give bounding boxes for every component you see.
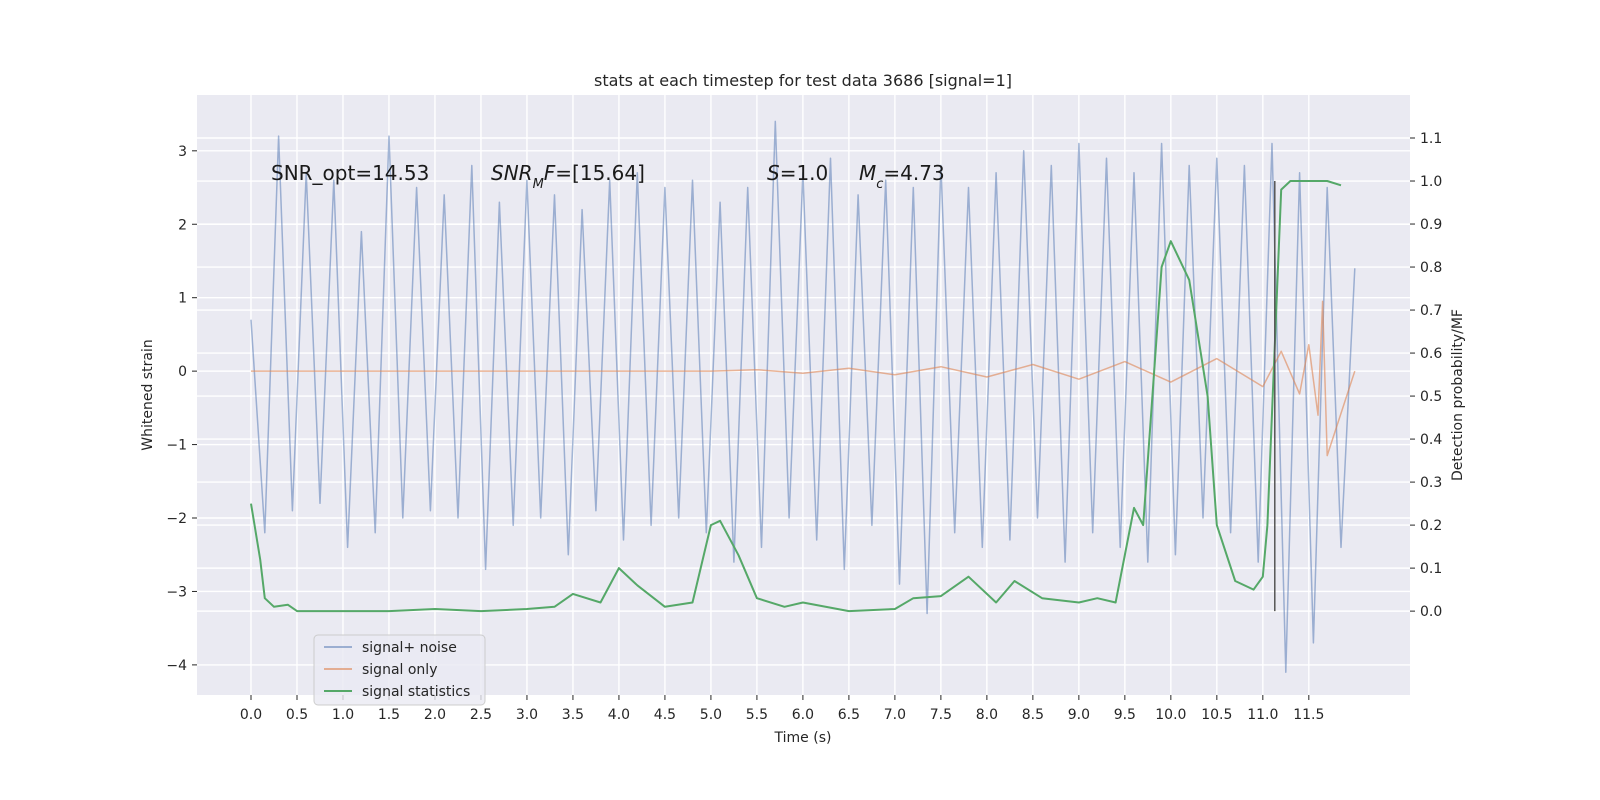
legend-label: signal statistics <box>362 684 470 700</box>
y2-tick-label: 0.2 <box>1420 518 1442 534</box>
y2-axis-label: Detection probability/MF <box>1450 309 1466 481</box>
grid-layer <box>197 95 1410 695</box>
y2-tick-label: 0.6 <box>1420 346 1442 362</box>
legend: signal+ noise signal only signal statistic… <box>313 634 486 706</box>
x-tick-label: 7.5 <box>930 707 952 723</box>
annotation-part: M <box>859 161 876 185</box>
y2-tick-label: 0.8 <box>1420 260 1442 276</box>
x-tick-label: 11.0 <box>1247 707 1278 723</box>
annotation-part: =[15.64] <box>555 161 645 185</box>
y-axis-label: Whitened strain <box>140 339 156 450</box>
y-tick-label: 0 <box>178 364 187 380</box>
x-tick-label: 2.5 <box>470 707 492 723</box>
x-tick-label: 10.5 <box>1201 707 1232 723</box>
x-tick-label: 3.5 <box>562 707 584 723</box>
y2-tick-label: 1.0 <box>1420 174 1442 190</box>
y2-tick-label: 0.0 <box>1420 604 1442 620</box>
x-tick-label: 9.5 <box>1114 707 1136 723</box>
annotation-part: =1.0 <box>780 161 829 185</box>
y-tick-label: 2 <box>178 217 187 233</box>
y-tick-label: −3 <box>166 584 187 600</box>
x-tick-label: 9.0 <box>1068 707 1090 723</box>
x-tick-label: 10.0 <box>1155 707 1186 723</box>
annotation: S=1.0 <box>767 161 828 185</box>
y2-tick-label: 0.1 <box>1420 561 1442 577</box>
x-tick-label: 6.0 <box>792 707 814 723</box>
annotation-part: c <box>876 177 883 192</box>
x-tick-label: 3.0 <box>516 707 538 723</box>
x-tick-label: 4.0 <box>608 707 630 723</box>
x-tick-label: 8.0 <box>976 707 998 723</box>
y-tick-label: −4 <box>166 658 187 674</box>
x-tick-label: 5.5 <box>746 707 768 723</box>
legend-box <box>313 634 486 706</box>
y2-tick-label: 1.1 <box>1420 131 1442 147</box>
y2-tick-label: 0.7 <box>1420 303 1442 319</box>
y2-tick-label: 0.9 <box>1420 217 1442 233</box>
annotation-part: F <box>544 161 556 185</box>
y2-tick-label: 0.5 <box>1420 389 1442 405</box>
y-tick-label: 3 <box>178 144 187 160</box>
x-tick-label: 5.0 <box>700 707 722 723</box>
data-layer <box>250 120 1356 673</box>
y-tick-label: 1 <box>178 291 187 307</box>
annotation-part: M <box>533 177 544 192</box>
chart-title: stats at each timestep for test data 368… <box>594 71 1012 90</box>
series-line <box>250 120 1356 673</box>
x-tick-label: 1.0 <box>332 707 354 723</box>
legend-label: signal+ noise <box>362 640 457 656</box>
x-tick-label: 0.5 <box>286 707 308 723</box>
annotation: SNRMF=[15.64] <box>491 161 645 192</box>
annotation-part: SNR_opt=14.53 <box>271 161 429 185</box>
x-tick-label: 4.5 <box>654 707 676 723</box>
legend-label: signal only <box>362 662 437 678</box>
annotation-part: SNR <box>491 161 533 185</box>
x-axis-label: Time (s) <box>774 730 832 746</box>
x-tick-label: 11.5 <box>1293 707 1324 723</box>
annotation-part: S <box>767 161 780 185</box>
x-tick-label: 8.5 <box>1022 707 1044 723</box>
x-tick-label: 7.0 <box>884 707 906 723</box>
y-tick-label: −2 <box>166 511 187 527</box>
x-tick-label: 2.0 <box>424 707 446 723</box>
y2-tick-label: 0.3 <box>1420 475 1442 491</box>
annotation: Mc=4.73 <box>859 161 945 192</box>
annotation: SNR_opt=14.53 <box>271 161 429 185</box>
x-tick-label: 6.5 <box>838 707 860 723</box>
y2-tick-label: 0.4 <box>1420 432 1442 448</box>
annotation-part: =4.73 <box>883 161 944 185</box>
series-line <box>251 300 1356 457</box>
y-tick-label: −1 <box>166 438 187 454</box>
series-line <box>250 180 1342 613</box>
x-tick-label: 0.0 <box>240 707 262 723</box>
x-tick-label: 1.5 <box>378 707 400 723</box>
